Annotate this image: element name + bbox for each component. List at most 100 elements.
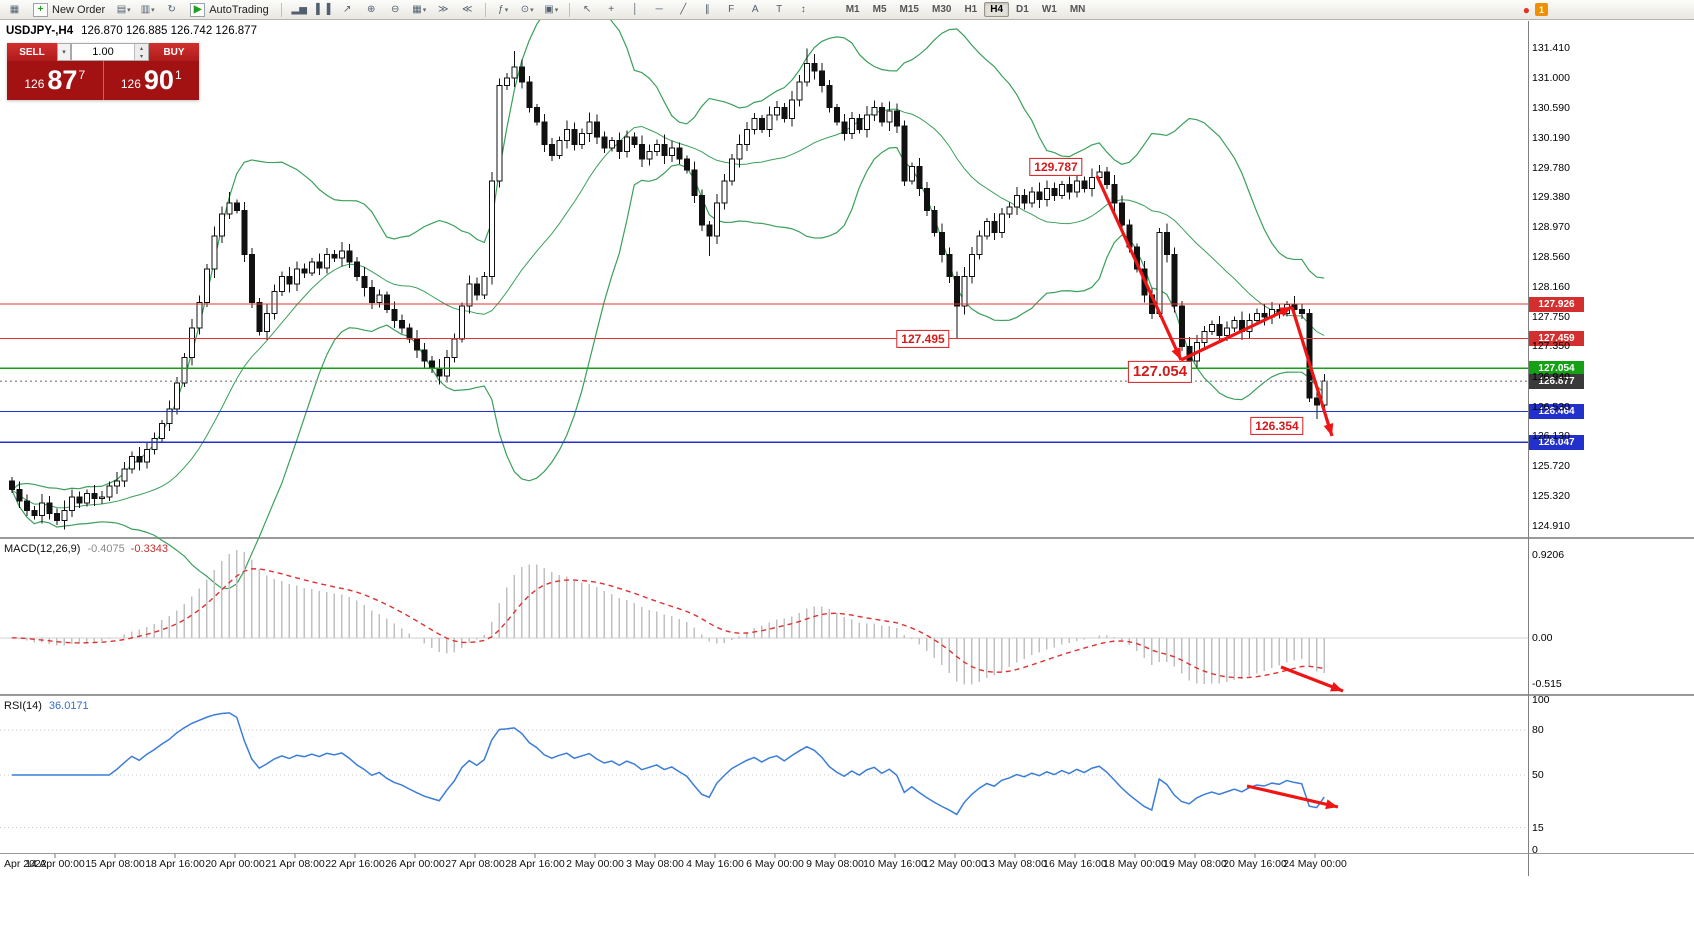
timeframe-mn-button[interactable]: MN <box>1069 4 1086 15</box>
sell-price-big: 87 <box>47 65 78 95</box>
rsi-axis-label: 15 <box>1532 821 1544 834</box>
buy-button[interactable]: BUY <box>149 43 199 61</box>
timeframe-h4-button[interactable]: H4 <box>984 2 1010 17</box>
market-watch-icon[interactable]: ▤ ▾ <box>116 4 131 15</box>
price-axis-label: 124.910 <box>1532 519 1570 532</box>
text-label-icon[interactable]: T <box>776 4 783 15</box>
rsi-axis-label: 80 <box>1532 724 1544 736</box>
new-order-icon: + <box>33 2 48 17</box>
sell-price[interactable]: 126 87 7 <box>7 61 104 100</box>
zoom-in-icon[interactable]: ⊕ <box>367 4 376 15</box>
timeframe-d1-button[interactable]: D1 <box>1016 4 1029 15</box>
timeframe-m5-button[interactable]: M5 <box>872 4 887 15</box>
templates-caret-icon: ▾ <box>554 6 559 14</box>
time-axis-label: 2 May 00:00 <box>566 858 624 870</box>
zoom-out-icon[interactable]: ⊖ <box>391 4 400 15</box>
price-annotation[interactable]: 129.787 <box>1029 157 1083 177</box>
auto-scroll-icon[interactable]: ≫ <box>437 4 449 15</box>
notification-badge[interactable]: 1 <box>1535 3 1548 16</box>
trend-arrow[interactable] <box>1290 306 1334 437</box>
time-axis-label: 14 Apr 00:00 <box>25 858 85 870</box>
fibonacci-icon[interactable]: F <box>728 4 735 15</box>
equidistant-channel-icon[interactable]: ∥ <box>704 4 710 15</box>
timeframe-h1-button[interactable]: H1 <box>964 4 978 15</box>
add-indicator-icon[interactable]: ƒ ▾ <box>498 4 509 15</box>
alert-icon[interactable]: ● <box>1522 2 1530 17</box>
tile-windows-caret-icon: ▾ <box>422 6 427 14</box>
price-tag: 126.047 <box>1529 434 1584 450</box>
chart-shift-icon[interactable]: ≪ <box>461 4 473 15</box>
autotrading-button[interactable]: ▶ AutoTrading <box>185 2 274 17</box>
line-chart-icon[interactable]: ↗ <box>343 4 352 15</box>
horizontal-line-icon[interactable]: ─ <box>655 4 663 15</box>
price-axis-label: 130.590 <box>1532 102 1570 115</box>
trend-arrow[interactable] <box>1246 784 1339 809</box>
time-axis-label: 3 May 08:00 <box>626 858 684 870</box>
timeframe-group: M1 M5 M15 M30 H1 H4 D1 W1 MN <box>840 2 1092 17</box>
trend-arrow[interactable] <box>1095 175 1183 361</box>
templates-icon[interactable]: ▣ ▾ <box>544 4 559 15</box>
new-chart-icon[interactable]: ▦ <box>9 4 20 15</box>
symbol-name: USDJPY-,H4 <box>6 25 74 37</box>
timeframe-w1-button[interactable]: W1 <box>1041 4 1057 15</box>
periods-icon[interactable]: ⊙ ▾ <box>520 4 534 15</box>
volume-value[interactable]: 1.00 <box>92 46 114 58</box>
time-axis-label: 26 Apr 00:00 <box>385 858 445 870</box>
sell-price-prefix: 126 <box>24 76 45 91</box>
trend-arrow-head <box>1171 347 1181 360</box>
one-click-header: SELL ▾ 1.00 ▴ ▾ BUY <box>7 43 199 61</box>
time-axis-label: 15 Apr 08:00 <box>85 858 145 870</box>
rsi-axis-label: 100 <box>1532 694 1550 706</box>
timeframe-m15-button[interactable]: M15 <box>899 4 919 15</box>
profiles-icon[interactable]: ▥ ▾ <box>140 4 155 15</box>
one-click-prices: 126 87 7 126 90 1 <box>7 61 199 100</box>
trend-arrow[interactable] <box>1180 305 1293 362</box>
new-order-label: New Order <box>52 3 106 16</box>
macd-name: MACD(12,26,9) <box>4 543 81 555</box>
price-axis-label: 126.940 <box>1532 370 1570 383</box>
price-annotation[interactable]: 126.354 <box>1250 416 1304 436</box>
bar-chart-icon[interactable]: ▂▅ <box>291 4 307 15</box>
arrows-tool-icon[interactable]: ↕ <box>800 4 806 15</box>
price-annotation[interactable]: 127.054 <box>1127 360 1193 384</box>
volume-up-icon[interactable]: ▴ <box>135 44 148 52</box>
sell-button[interactable]: SELL <box>7 43 57 61</box>
time-axis-label: 9 May 08:00 <box>806 858 864 870</box>
vertical-line-icon[interactable]: │ <box>632 4 639 15</box>
buy-price-big: 90 <box>143 65 174 95</box>
trend-arrow-head <box>1325 799 1338 810</box>
time-axis-label: 12 May 00:00 <box>923 858 987 870</box>
new-order-button[interactable]: + New Order <box>28 2 110 17</box>
timeframe-m30-button[interactable]: M30 <box>931 4 952 15</box>
text-icon[interactable]: A <box>751 4 759 15</box>
candlestick-chart-icon[interactable]: ▌▐ <box>316 4 331 15</box>
trend-arrow-head <box>1323 423 1334 436</box>
trendline-icon[interactable]: ╱ <box>680 4 687 15</box>
volume-down-icon[interactable]: ▾ <box>135 52 148 60</box>
crosshair-icon[interactable]: + <box>608 4 615 15</box>
sell-options-caret[interactable]: ▾ <box>57 43 71 61</box>
volume-input[interactable]: 1.00 ▴ ▾ <box>71 43 149 61</box>
tile-windows-icon[interactable]: ▦ ▾ <box>412 4 427 15</box>
time-axis-label: 19 May 08:00 <box>1163 858 1227 870</box>
buy-price-prefix: 126 <box>120 76 141 91</box>
time-axis-label: 20 Apr 00:00 <box>205 858 265 870</box>
volume-stepper[interactable]: ▴ ▾ <box>134 44 148 60</box>
refresh-icon[interactable]: ↻ <box>167 4 176 15</box>
macd-value: -0.4075 <box>87 543 125 555</box>
price-tag: 127.926 <box>1529 296 1584 312</box>
buy-price[interactable]: 126 90 1 <box>104 61 200 100</box>
macd-axis-label: 0.9206 <box>1532 548 1565 561</box>
toolbar-separator <box>568 2 570 17</box>
price-axis-label: 125.720 <box>1532 460 1570 473</box>
trend-arrow-head <box>1279 307 1292 317</box>
one-click-trading-panel: SELL ▾ 1.00 ▴ ▾ BUY 126 87 7 126 90 1 <box>7 43 199 100</box>
add-indicator-caret-icon: ▾ <box>504 6 509 14</box>
timeframe-m1-button[interactable]: M1 <box>845 4 860 15</box>
macd-label: MACD(12,26,9) -0.4075 -0.3343 <box>4 543 168 555</box>
price-annotation[interactable]: 127.495 <box>896 329 950 349</box>
cursor-icon[interactable]: ↖ <box>583 4 592 15</box>
